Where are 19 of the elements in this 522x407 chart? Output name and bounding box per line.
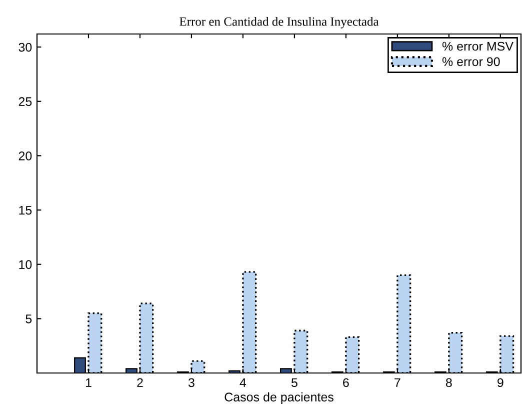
legend-label: % error MSV <box>442 42 514 51</box>
y-tick-label: 30 <box>18 42 32 52</box>
x-tick-label: 5 <box>291 378 298 388</box>
x-tick-label: 7 <box>394 378 400 387</box>
x-tick-label: 6 <box>343 378 349 388</box>
y-tick-label: 5 <box>26 314 32 324</box>
x-tick-label: 3 <box>188 378 194 388</box>
x-tick-label: 9 <box>498 378 504 388</box>
x-tick-label: 1 <box>86 378 92 387</box>
chart-title: Error en Cantidad de Insulina Inyectada <box>180 16 379 28</box>
x-tick-label: 2 <box>137 378 143 387</box>
x-tick-label: 8 <box>446 378 452 388</box>
x-tick-label: 4 <box>240 378 246 387</box>
legend-label: % error 90 <box>442 57 500 66</box>
y-tick-label: 20 <box>18 151 32 160</box>
y-tick-label: 15 <box>19 206 32 215</box>
x-axis-title: Casos de pacientes <box>224 392 334 404</box>
y-tick-label: 25 <box>18 97 32 106</box>
y-tick-label: 10 <box>19 260 32 269</box>
